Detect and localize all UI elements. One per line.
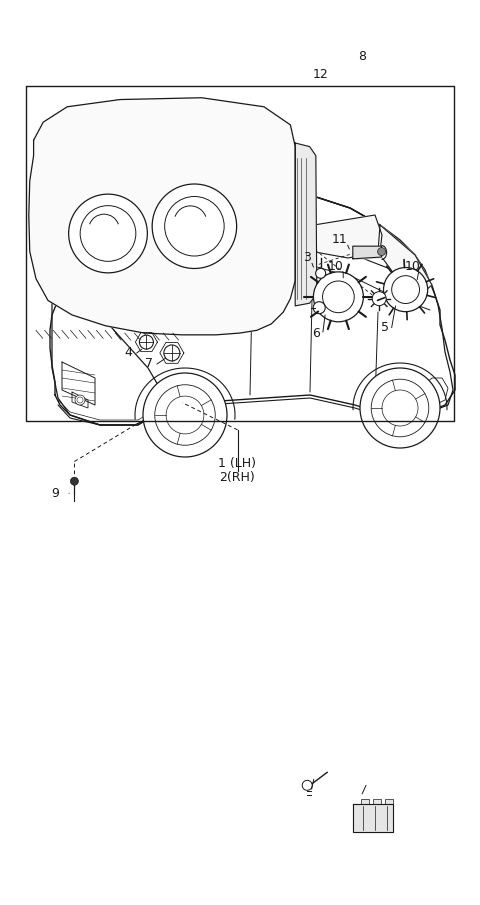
Polygon shape (105, 246, 155, 280)
Bar (361, 798, 369, 804)
Polygon shape (125, 190, 195, 248)
Polygon shape (125, 180, 430, 338)
Polygon shape (29, 98, 295, 335)
Circle shape (69, 195, 147, 272)
Text: 3: 3 (303, 252, 311, 264)
Text: 1 (LH): 1 (LH) (217, 457, 256, 470)
Circle shape (155, 385, 215, 445)
Text: 12: 12 (313, 68, 328, 81)
Circle shape (302, 780, 312, 790)
Bar (373, 798, 381, 804)
Circle shape (152, 184, 237, 269)
Polygon shape (188, 244, 205, 255)
Circle shape (316, 268, 325, 279)
Text: 2(RH): 2(RH) (219, 472, 254, 484)
Circle shape (165, 196, 224, 256)
Polygon shape (52, 235, 162, 425)
Circle shape (392, 276, 420, 303)
Polygon shape (353, 804, 393, 832)
Text: 8: 8 (359, 50, 366, 62)
Text: 10: 10 (328, 261, 344, 273)
Circle shape (75, 395, 85, 405)
Polygon shape (140, 180, 430, 300)
Polygon shape (295, 143, 317, 306)
Circle shape (371, 379, 429, 437)
Polygon shape (50, 180, 455, 425)
Circle shape (71, 477, 78, 485)
Text: 4: 4 (125, 347, 132, 359)
Text: 5: 5 (381, 321, 389, 334)
Circle shape (360, 368, 440, 448)
Text: 7: 7 (145, 357, 153, 370)
Circle shape (164, 345, 180, 361)
Bar (385, 798, 393, 804)
Text: 6: 6 (312, 327, 320, 339)
Polygon shape (195, 205, 252, 242)
Circle shape (77, 397, 83, 403)
Circle shape (313, 301, 325, 314)
Text: 10: 10 (405, 261, 421, 273)
Text: 9: 9 (51, 487, 59, 500)
Text: 11: 11 (332, 233, 348, 246)
Polygon shape (353, 246, 382, 259)
Circle shape (372, 291, 386, 306)
Polygon shape (314, 215, 382, 258)
Circle shape (139, 335, 154, 349)
Circle shape (378, 248, 385, 255)
Circle shape (143, 373, 227, 457)
Circle shape (384, 268, 428, 311)
Circle shape (166, 396, 204, 433)
Circle shape (313, 272, 363, 322)
Polygon shape (378, 225, 432, 295)
Circle shape (323, 281, 354, 313)
Polygon shape (252, 198, 314, 232)
Circle shape (382, 390, 418, 426)
Circle shape (80, 205, 136, 262)
